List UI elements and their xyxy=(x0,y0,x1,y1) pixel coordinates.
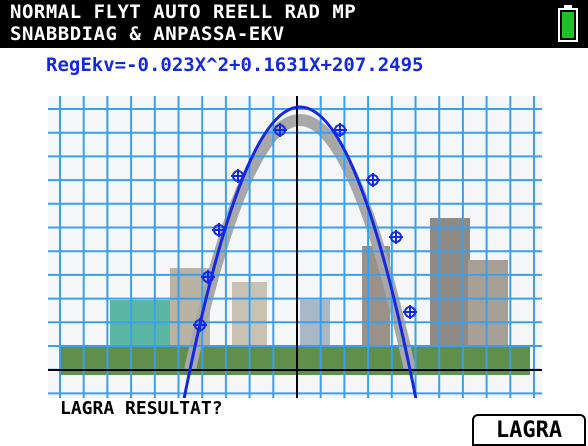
background-photo xyxy=(48,96,542,398)
graph xyxy=(0,0,588,444)
calculator-screen: NORMAL FLYT AUTO REELL RAD MP SNABBDIAG … xyxy=(0,0,588,444)
prompt: LAGRA RESULTAT? xyxy=(60,398,223,419)
save-button[interactable]: LAGRA xyxy=(472,414,586,446)
page: NORMAL FLYT AUTO REELL RAD MP SNABBDIAG … xyxy=(0,0,588,444)
